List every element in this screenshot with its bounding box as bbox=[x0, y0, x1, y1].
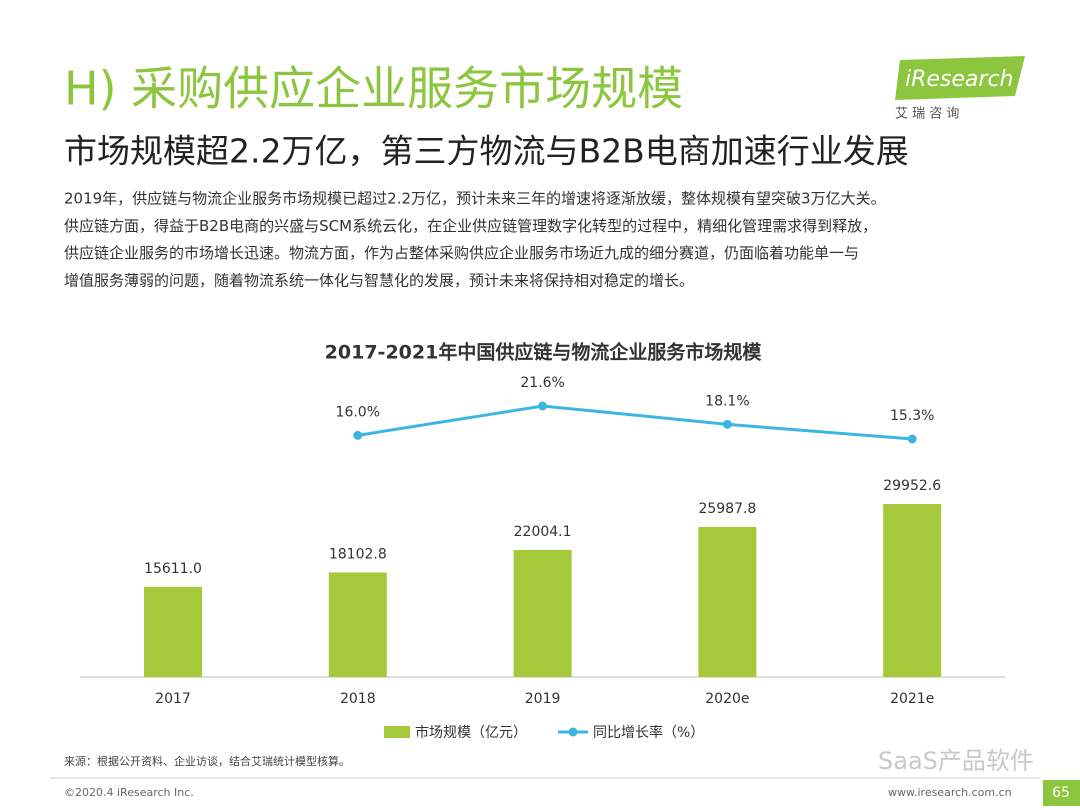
logo: iResearch bbox=[905, 67, 1014, 92]
growth-label: 16.0% bbox=[336, 404, 380, 420]
copyright: ©2020.4 iResearch Inc. bbox=[64, 786, 194, 799]
x-tick-label: 2019 bbox=[525, 691, 561, 707]
body-line: 供应链企业服务的市场增长迅速。物流方面，作为占整体采购供应企业服务市场近九成的细… bbox=[64, 244, 859, 262]
bar-label: 29952.6 bbox=[883, 478, 941, 494]
growth-label: 15.3% bbox=[890, 408, 934, 424]
legend-swatch bbox=[568, 727, 578, 737]
bar-label: 18102.8 bbox=[329, 546, 387, 562]
chart: 2017 2018 2019 2020e 2021e 15611.0 18102.8 2200… bbox=[144, 375, 941, 741]
watermark: SaaS产品软件 bbox=[878, 747, 1034, 775]
x-tick-label: 2020e bbox=[705, 691, 749, 707]
bar bbox=[328, 572, 387, 677]
page-number: 65 bbox=[1052, 785, 1070, 801]
bar bbox=[513, 549, 572, 677]
website: www.iresearch.com.cn bbox=[888, 786, 1012, 799]
logo-background bbox=[895, 56, 1025, 100]
legend-swatch bbox=[384, 726, 410, 738]
growth-line bbox=[357, 404, 913, 441]
bar bbox=[144, 586, 202, 677]
x-tick-label: 2017 bbox=[155, 691, 191, 707]
logo-subtitle: 艾 瑞 咨 询 bbox=[895, 107, 959, 122]
bar-label: 22004.1 bbox=[514, 524, 572, 540]
x-tick-label: 2018 bbox=[340, 691, 376, 707]
body-text: 2019年，供应链与物流企业服务市场规模已超过2.2万亿，预计未来三年的增速将逐… bbox=[64, 190, 886, 290]
growth-point bbox=[907, 434, 917, 444]
growth-label: 18.1% bbox=[705, 393, 749, 409]
page-box bbox=[1043, 780, 1080, 806]
body-line: 2019年，供应链与物流企业服务市场规模已超过2.2万亿，预计未来三年的增速将逐… bbox=[64, 190, 886, 208]
growth-point bbox=[722, 419, 732, 429]
legend-label: 同比增长率（%） bbox=[593, 724, 704, 741]
chart-title: 2017-2021年中国供应链与物流企业服务市场规模 bbox=[325, 341, 763, 364]
x-tick-label: 2021e bbox=[890, 691, 934, 707]
source: 来源：根据公开资料、企业访谈，结合艾瑞统计模型核算。 bbox=[64, 754, 350, 768]
slide-subtitle: 市场规模超2.2万亿，第三方物流与B2B电商加速行业发展 bbox=[64, 132, 909, 171]
bar bbox=[883, 504, 942, 677]
slide-title: H) 采购供应企业服务市场规模 bbox=[64, 62, 683, 116]
growth-point bbox=[353, 430, 363, 440]
bar-label: 25987.8 bbox=[698, 501, 756, 517]
growth-point bbox=[538, 401, 548, 411]
body-line: 供应链方面，得益于B2B电商的兴盛与SCM系统云化，在企业供应链管理数字化转型的… bbox=[64, 217, 877, 235]
growth-label: 21.6% bbox=[520, 375, 564, 391]
body-line: 增值服务薄弱的问题，随着物流系统一体化与智慧化的发展，预计未来将保持相对稳定的增… bbox=[64, 271, 694, 289]
legend-label: 市场规模（亿元） bbox=[415, 724, 527, 741]
bar bbox=[698, 526, 757, 677]
bar-label: 15611.0 bbox=[144, 561, 202, 577]
